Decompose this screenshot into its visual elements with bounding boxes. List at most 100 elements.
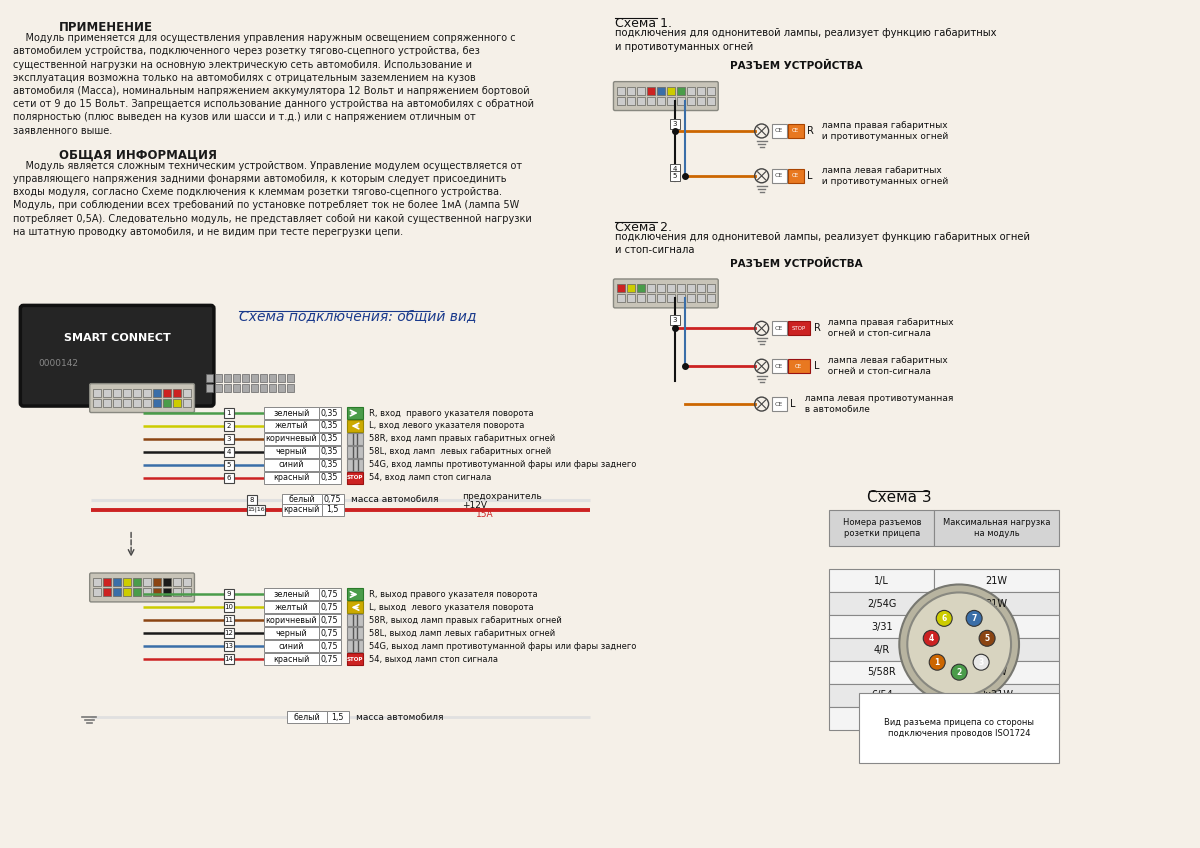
Text: Номера разъемов
розетки прицепа: Номера разъемов розетки прицепа — [842, 518, 922, 538]
FancyBboxPatch shape — [103, 389, 112, 397]
Text: L: L — [790, 399, 796, 409]
FancyBboxPatch shape — [94, 399, 101, 407]
FancyBboxPatch shape — [626, 284, 635, 293]
Text: 12: 12 — [224, 630, 233, 636]
Text: 58L, вход ламп  левых габаритных огней: 58L, вход ламп левых габаритных огней — [368, 448, 551, 456]
FancyBboxPatch shape — [206, 374, 212, 382]
FancyBboxPatch shape — [264, 640, 319, 652]
FancyBboxPatch shape — [282, 504, 322, 516]
FancyBboxPatch shape — [224, 473, 234, 483]
FancyBboxPatch shape — [935, 661, 1058, 684]
FancyBboxPatch shape — [264, 446, 319, 458]
FancyBboxPatch shape — [94, 589, 101, 596]
Text: 0,75: 0,75 — [320, 655, 338, 664]
Text: 1: 1 — [935, 658, 940, 667]
Text: 1/L: 1/L — [875, 576, 889, 586]
Text: 5/58R: 5/58R — [868, 667, 896, 678]
FancyBboxPatch shape — [772, 169, 786, 183]
FancyBboxPatch shape — [347, 420, 362, 432]
FancyBboxPatch shape — [287, 384, 294, 392]
FancyBboxPatch shape — [247, 494, 257, 505]
Text: R, выход правого указателя поворота: R, выход правого указателя поворота — [368, 590, 538, 599]
FancyBboxPatch shape — [269, 384, 276, 392]
Text: 3: 3 — [227, 436, 232, 442]
FancyBboxPatch shape — [224, 421, 234, 431]
FancyBboxPatch shape — [173, 578, 181, 587]
FancyBboxPatch shape — [143, 389, 151, 397]
FancyBboxPatch shape — [677, 87, 685, 95]
FancyBboxPatch shape — [617, 284, 625, 293]
Circle shape — [923, 630, 940, 646]
Text: 4/R: 4/R — [874, 644, 890, 655]
FancyBboxPatch shape — [656, 294, 665, 303]
Text: 7: 7 — [972, 614, 977, 623]
Text: 1,5: 1,5 — [331, 712, 344, 722]
FancyBboxPatch shape — [277, 384, 284, 392]
FancyBboxPatch shape — [224, 374, 230, 382]
Text: L, вход левого указателя поворота: L, вход левого указателя поворота — [368, 421, 524, 431]
Text: CE: CE — [774, 402, 782, 406]
FancyBboxPatch shape — [133, 399, 142, 407]
FancyBboxPatch shape — [163, 389, 170, 397]
Text: 0000142: 0000142 — [38, 359, 78, 368]
Text: CE: CE — [775, 173, 784, 178]
Text: 5: 5 — [673, 173, 677, 179]
Text: 8: 8 — [250, 497, 254, 503]
Text: белый: белый — [288, 495, 316, 505]
Text: Максимальная нагрузка
на модуль: Максимальная нагрузка на модуль — [943, 518, 1050, 538]
FancyBboxPatch shape — [103, 399, 112, 407]
FancyBboxPatch shape — [637, 294, 644, 303]
FancyBboxPatch shape — [319, 653, 341, 665]
FancyBboxPatch shape — [113, 589, 121, 596]
FancyBboxPatch shape — [787, 124, 804, 138]
Text: красный: красный — [283, 505, 320, 514]
Text: 1: 1 — [227, 410, 232, 416]
Text: 10: 10 — [224, 605, 233, 611]
FancyBboxPatch shape — [264, 459, 319, 471]
FancyBboxPatch shape — [124, 399, 131, 407]
FancyBboxPatch shape — [347, 433, 362, 445]
FancyBboxPatch shape — [697, 294, 704, 303]
Circle shape — [899, 584, 1019, 704]
Text: лампа левая противотуманная
  в автомобиле: лампа левая противотуманная в автомобиле — [798, 394, 953, 414]
FancyBboxPatch shape — [242, 374, 248, 382]
FancyBboxPatch shape — [233, 374, 240, 382]
FancyBboxPatch shape — [319, 433, 341, 445]
Text: Схема 1.: Схема 1. — [614, 17, 672, 31]
Text: РАЗЪЕМ УСТРОЙСТВА: РАЗЪЕМ УСТРОЙСТВА — [730, 61, 863, 71]
FancyBboxPatch shape — [133, 578, 142, 587]
FancyBboxPatch shape — [347, 653, 362, 665]
FancyBboxPatch shape — [347, 459, 362, 471]
FancyBboxPatch shape — [626, 294, 635, 303]
FancyBboxPatch shape — [154, 589, 161, 596]
FancyBboxPatch shape — [667, 87, 674, 95]
Text: 2: 2 — [956, 667, 961, 677]
FancyBboxPatch shape — [224, 384, 230, 392]
FancyBboxPatch shape — [935, 707, 1058, 730]
FancyBboxPatch shape — [347, 446, 362, 458]
FancyBboxPatch shape — [637, 284, 644, 293]
Text: Схема 3: Схема 3 — [866, 490, 931, 505]
Text: +12V: +12V — [462, 501, 487, 510]
FancyBboxPatch shape — [772, 124, 786, 138]
FancyBboxPatch shape — [935, 615, 1058, 638]
FancyBboxPatch shape — [224, 434, 234, 444]
Text: CE: CE — [794, 364, 802, 369]
Text: желтый: желтый — [275, 603, 308, 612]
Text: Схема подключения: общий вид: Схема подключения: общий вид — [239, 310, 476, 325]
Text: 54, выход ламп стоп сигнала: 54, выход ламп стоп сигнала — [368, 655, 498, 664]
Text: 58L, выход ламп левых габаритных огней: 58L, выход ламп левых габаритных огней — [368, 629, 554, 638]
FancyBboxPatch shape — [215, 374, 222, 382]
Text: 4: 4 — [929, 633, 934, 643]
FancyBboxPatch shape — [670, 315, 680, 326]
Text: 0,75: 0,75 — [320, 642, 338, 650]
Text: лампа левая габаритных
  огней и стоп-сигнала: лампа левая габаритных огней и стоп-сигн… — [822, 356, 948, 377]
FancyBboxPatch shape — [626, 97, 635, 105]
FancyBboxPatch shape — [787, 169, 804, 183]
Text: 0,35: 0,35 — [320, 421, 338, 431]
Circle shape — [936, 611, 952, 627]
Text: 21W: 21W — [985, 667, 1008, 678]
FancyBboxPatch shape — [677, 294, 685, 303]
FancyBboxPatch shape — [143, 578, 151, 587]
FancyBboxPatch shape — [319, 407, 341, 419]
